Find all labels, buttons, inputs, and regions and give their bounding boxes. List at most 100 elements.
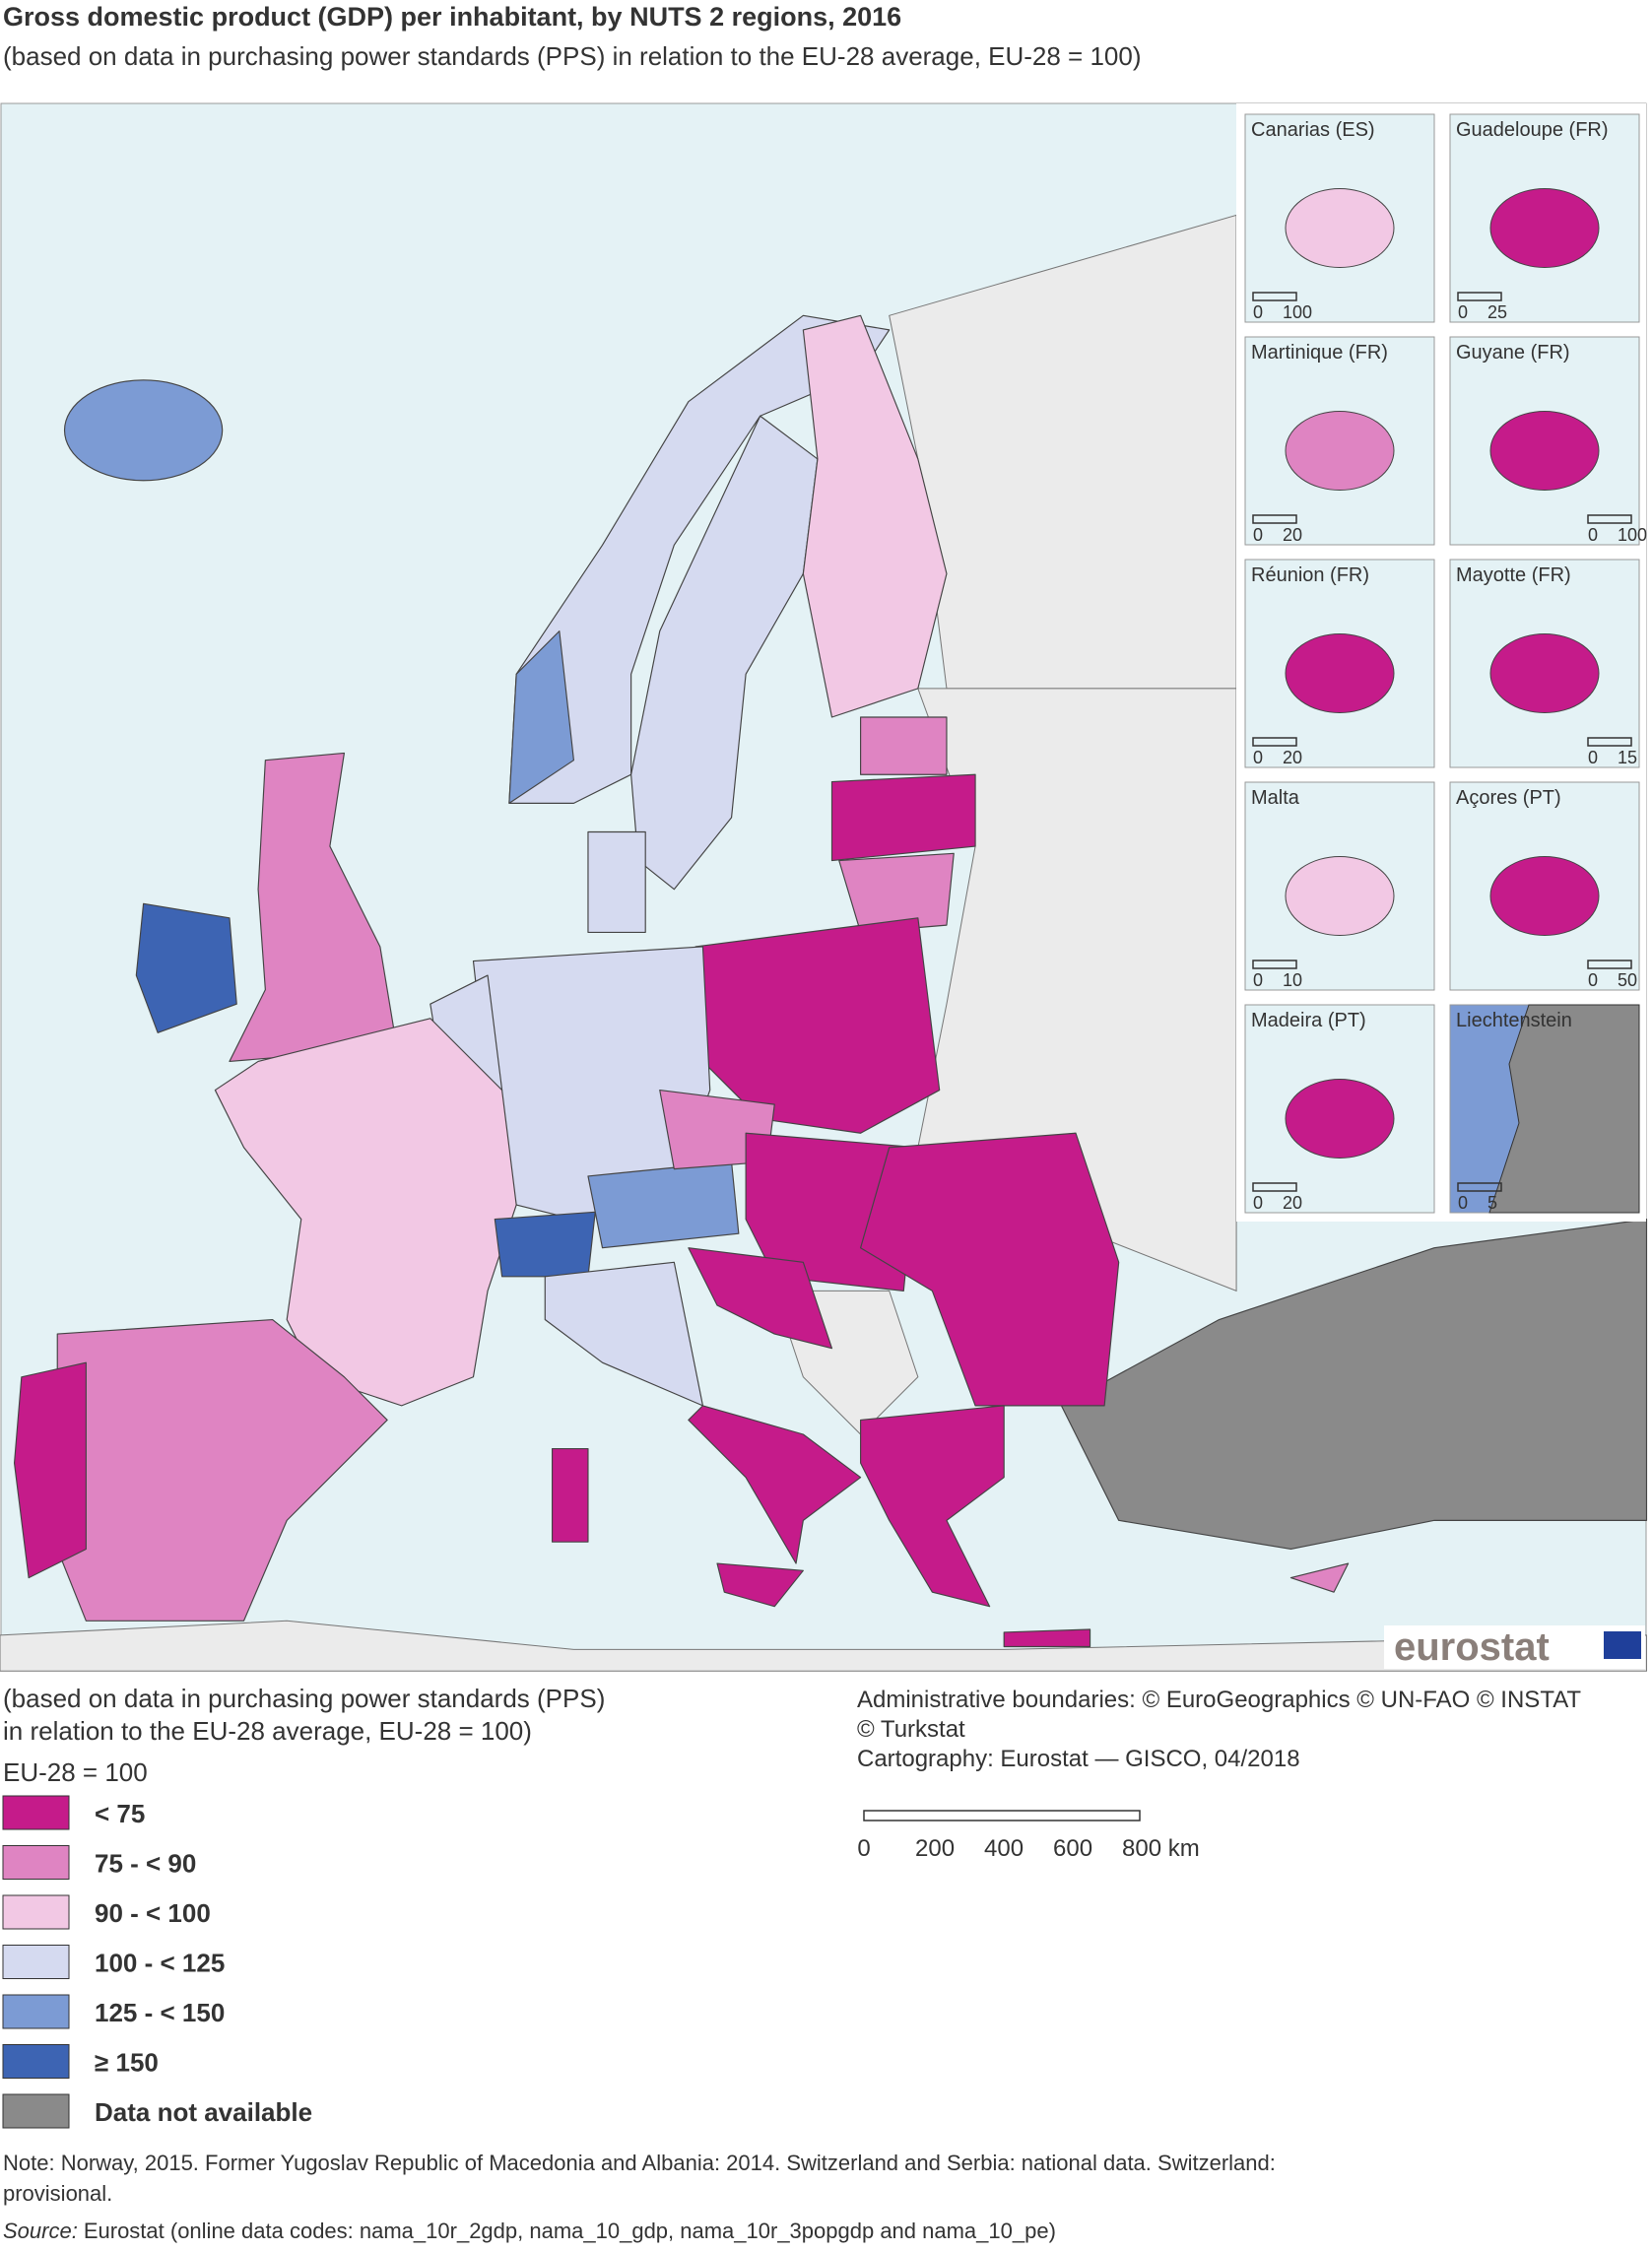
legend-label: Data not available (95, 2097, 312, 2127)
region (587, 1160, 740, 1249)
inset-scale-label: 0 (1253, 970, 1263, 990)
legend-caption: in relation to the EU-28 average, EU-28 … (3, 1716, 532, 1746)
inset-scale-label: 5 (1487, 1193, 1497, 1213)
note: Note: Norway, 2015. Former Yugoslav Repu… (3, 2151, 1276, 2175)
legend-label: 125 - < 150 (95, 1998, 225, 2027)
inset-shape (1489, 633, 1600, 713)
inset-scale-label: 10 (1283, 970, 1302, 990)
region (830, 773, 976, 862)
region (860, 1405, 1005, 1608)
legend-swatch (2, 1795, 70, 1830)
region (494, 1211, 596, 1278)
inset-name: Mayotte (FR) (1456, 564, 1571, 586)
inset-shape (1489, 411, 1600, 491)
scale-label: 400 (984, 1835, 1024, 1862)
region (688, 1405, 862, 1564)
inset-scale-label: 0 (1253, 302, 1263, 322)
legend-swatch (2, 2044, 70, 2079)
inset-scale-label: 50 (1618, 970, 1637, 990)
region (630, 415, 819, 891)
inset-scale (1252, 292, 1297, 301)
inset-name: Malta (1251, 787, 1300, 809)
inset-shape (1285, 188, 1395, 268)
inset-scale (1587, 737, 1632, 747)
inset-shape (1488, 1004, 1640, 1214)
inset-scale-label: 20 (1283, 1193, 1302, 1213)
inset-scale (1457, 292, 1502, 301)
region (56, 1318, 388, 1622)
inset-scale (1457, 1182, 1502, 1192)
inset-shape (1285, 633, 1395, 713)
credits: Administrative boundaries: © EuroGeograp… (857, 1687, 1581, 1772)
legend-label: 90 - < 100 (95, 1898, 211, 1928)
legend-swatch (2, 1845, 70, 1880)
inset-scale-label: 0 (1588, 748, 1598, 767)
eu-flag (1604, 1631, 1641, 1659)
note: provisional. (3, 2181, 112, 2206)
map-shapes (0, 214, 1648, 1672)
inset-scale (1587, 960, 1632, 969)
logo: eurostat (1394, 1625, 1550, 1669)
inset-scale-label: 20 (1283, 748, 1302, 767)
inset-scale-label: 0 (1253, 1193, 1263, 1213)
source-text: Eurostat (online data codes: nama_10r_2g… (84, 2219, 1056, 2243)
logo-box (1384, 1625, 1645, 1669)
credit: Cartography: Eurostat — GISCO, 04/2018 (857, 1746, 1300, 1772)
inset-scale (1252, 960, 1297, 969)
inset-name: Canarias (ES) (1251, 119, 1375, 141)
inset-scale-label: 0 (1458, 302, 1468, 322)
region (135, 902, 237, 1033)
inset-name: Guadeloupe (FR) (1456, 119, 1609, 141)
inset-name: Liechtenstein (1456, 1010, 1572, 1031)
source-label: Source: (3, 2219, 78, 2243)
region (1003, 1628, 1091, 1648)
region (860, 716, 948, 775)
region (214, 1018, 517, 1407)
scale-label: 200 (915, 1835, 955, 1862)
inset-name: Martinique (FR) (1251, 342, 1388, 364)
region (860, 1132, 1120, 1407)
region (688, 1247, 833, 1350)
credit: Administrative boundaries: © EuroGeograp… (857, 1687, 1581, 1713)
region (1289, 1562, 1350, 1593)
inset-scale-label: 0 (1253, 748, 1263, 767)
region (716, 1562, 804, 1608)
inset-scale-label: 20 (1283, 525, 1302, 545)
legend-label: < 75 (95, 1799, 145, 1828)
inset-scale (1252, 737, 1297, 747)
inset-name: Guyane (FR) (1456, 342, 1570, 364)
legend-label: 75 - < 90 (95, 1849, 196, 1879)
legend-title: EU-28 = 100 (3, 1757, 148, 1787)
region (587, 830, 646, 933)
region (13, 1361, 87, 1579)
region (1060, 1219, 1648, 1551)
legend: (based on data in purchasing power stand… (2, 1684, 605, 2129)
legend-label: 100 - < 125 (95, 1949, 225, 1978)
inset-name: Açores (PT) (1456, 787, 1561, 809)
region (63, 379, 224, 482)
inset-shape (1489, 188, 1600, 268)
inset-scale-label: 15 (1618, 748, 1637, 767)
inset-scale (1252, 514, 1297, 524)
scale-label: 600 (1053, 1835, 1092, 1862)
title: Gross domestic product (GDP) per inhabit… (3, 2, 901, 32)
credit: © Turkstat (857, 1716, 965, 1743)
region (508, 630, 574, 804)
legend-swatch (2, 1945, 70, 1979)
inset-name: Madeira (PT) (1251, 1010, 1366, 1031)
source: Source: Eurostat (online data codes: nama… (3, 2219, 1056, 2243)
inset-shape (1285, 856, 1395, 936)
scale-label: 0 (857, 1835, 870, 1862)
inset-scale-label: 100 (1618, 525, 1647, 545)
subtitle: (based on data in purchasing power stand… (3, 41, 1142, 71)
inset-scale-label: 25 (1487, 302, 1507, 322)
region (802, 314, 948, 718)
inset-scale-label: 0 (1458, 1193, 1468, 1213)
region (551, 1447, 589, 1543)
inset-shape (1285, 411, 1395, 491)
scale-bar-frame (863, 1810, 1141, 1821)
land (0, 1620, 1647, 1672)
